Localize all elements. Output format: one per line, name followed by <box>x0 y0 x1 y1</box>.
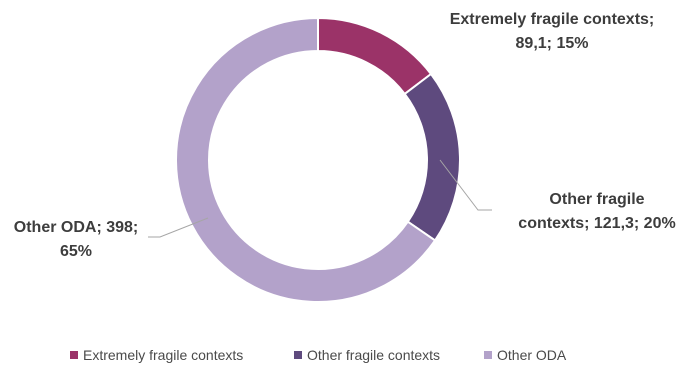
data-label-line: Other fragile <box>549 191 644 208</box>
legend-label: Extremely fragile contexts <box>83 347 243 363</box>
data-label-line: 65% <box>60 243 92 260</box>
legend: Extremely fragile contexts Other fragile … <box>70 347 567 363</box>
legend-label: Other ODA <box>497 347 567 363</box>
legend-item-other-oda: Other ODA <box>484 347 567 363</box>
data-label-line: Other ODA; 398; <box>14 219 138 236</box>
legend-item-extremely-fragile-contexts: Extremely fragile contexts <box>70 347 243 363</box>
legend-swatch <box>294 351 302 359</box>
data-label-line: contexts; 121,3; 20% <box>518 215 675 232</box>
data-label-other-oda: Other ODA; 398; 65% <box>14 219 138 260</box>
data-label-other-fragile-contexts: Other fragile contexts; 121,3; 20% <box>518 191 675 232</box>
legend-item-other-fragile-contexts: Other fragile contexts <box>294 347 440 363</box>
legend-label: Other fragile contexts <box>307 347 440 363</box>
leader-line-other-fragile-contexts <box>439 159 492 211</box>
leader-line-other-oda <box>148 217 209 238</box>
legend-swatch <box>70 351 78 359</box>
data-label-line: 89,1; 15% <box>516 35 589 52</box>
slice-extremely-fragile-contexts <box>317 16 433 96</box>
data-label-extremely-fragile-contexts: Extremely fragile contexts; 89,1; 15% <box>450 11 655 52</box>
leader-lines-layer <box>148 159 492 238</box>
data-labels-layer: Extremely fragile contexts; 89,1; 15% Othe… <box>14 11 676 260</box>
slices-layer <box>175 16 461 303</box>
slice-other-fragile-contexts <box>403 72 461 242</box>
data-label-line: Extremely fragile contexts; <box>450 11 655 28</box>
legend-swatch <box>484 351 492 359</box>
slice-other-oda <box>175 16 437 303</box>
